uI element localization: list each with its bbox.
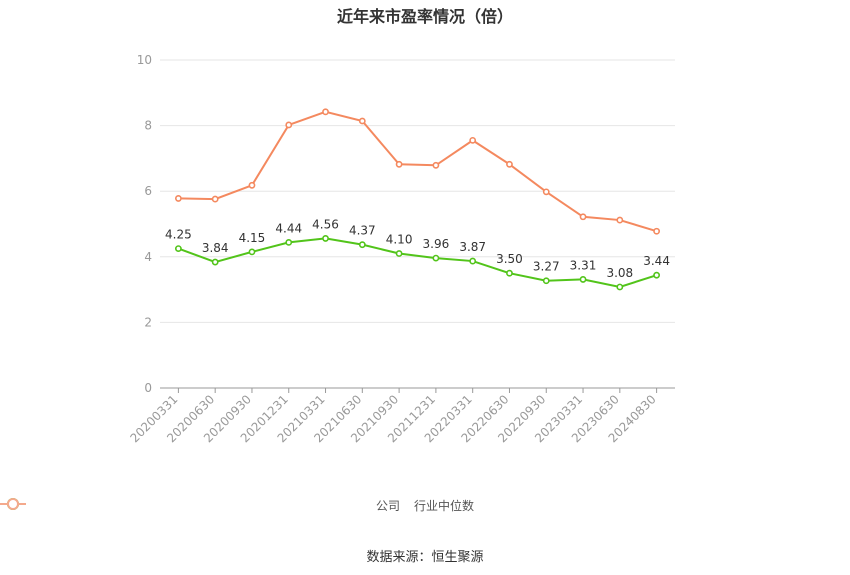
data-label: 4.15: [239, 231, 266, 245]
data-label: 4.10: [386, 233, 413, 247]
data-point: [506, 269, 513, 277]
data-point: [174, 195, 182, 202]
series-line: [178, 110, 657, 233]
data-point: [174, 245, 182, 252]
data-point: [579, 213, 587, 221]
data-point: [395, 250, 403, 257]
data-point: [358, 117, 366, 125]
data-label: 4.25: [165, 228, 192, 242]
series-layer: 4.25 3.84 4.15 4.44 4.56 4.37 4.10 3.96 3.87 3.50…: [165, 108, 670, 291]
legend-industry-median-marker: [0, 498, 26, 510]
series-line: [178, 237, 657, 289]
data-label: 4.44: [275, 221, 302, 235]
data-point: [653, 271, 661, 279]
y-tick-label: 8: [144, 119, 152, 133]
data-point: [285, 238, 293, 246]
data-label: 3.84: [202, 241, 229, 255]
data-point: [211, 258, 219, 266]
data-label: 3.50: [496, 252, 523, 266]
legend: 公司 行业中位数: [0, 497, 850, 514]
data-point: [358, 241, 366, 249]
legend-industry-median-label: 行业中位数: [414, 499, 475, 513]
data-label: 3.08: [606, 266, 633, 280]
data-point: [542, 188, 550, 196]
data-point: [322, 108, 329, 116]
data-point: [469, 136, 477, 144]
data-point: [579, 276, 587, 283]
data-point: [248, 181, 256, 189]
data-label: 4.37: [349, 224, 376, 238]
data-point: [616, 283, 624, 291]
data-point: [285, 121, 293, 129]
data-label: 3.44: [643, 254, 670, 268]
x-axis: 2020033120200630202009302020123120210331…: [127, 387, 675, 445]
legend-item-industry-median[interactable]: 行业中位数: [0, 497, 475, 514]
y-axis: 0 2 4 6 8 10: [137, 53, 152, 395]
data-label: 4.56: [312, 217, 339, 231]
data-point: [616, 216, 624, 224]
y-tick-label: 2: [144, 315, 152, 329]
y-tick-label: 6: [144, 184, 152, 198]
y-tick-label: 4: [144, 250, 152, 264]
data-point: [211, 195, 219, 203]
data-source: 数据来源：恒生聚源: [366, 550, 484, 565]
data-point: [653, 227, 661, 235]
data-point: [322, 235, 329, 242]
data-label: 3.87: [459, 240, 486, 254]
data-label: 3.31: [570, 258, 597, 272]
data-point: [395, 160, 403, 168]
data-point: [432, 161, 440, 169]
data-point: [432, 254, 440, 262]
y-tick-label: 10: [137, 53, 152, 67]
data-point: [506, 160, 513, 168]
series-company: 4.25 3.84 4.15 4.44 4.56 4.37 4.10 3.96 3.87 3.50…: [165, 217, 670, 291]
legend-company-label: 公司: [375, 499, 400, 513]
data-label: 3.27: [533, 260, 560, 274]
y-tick-label: 0: [144, 381, 152, 395]
data-point: [248, 248, 256, 256]
data-label: 3.96: [423, 237, 450, 251]
series-industry-median: [174, 108, 661, 235]
legend-item-company[interactable]: 公司: [0, 497, 400, 514]
data-point: [542, 277, 550, 285]
chart-title: 近年来市盈率情况（倍）: [336, 7, 513, 26]
data-point: [469, 257, 477, 265]
